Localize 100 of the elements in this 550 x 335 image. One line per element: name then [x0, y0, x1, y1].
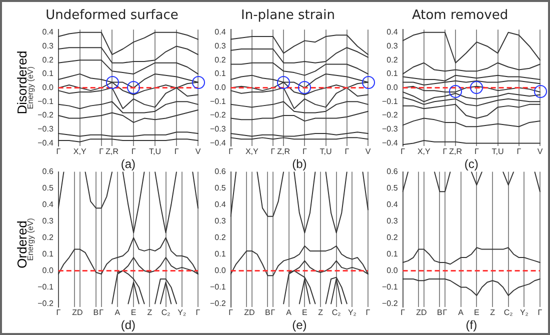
- y-tick-label: 0.6: [42, 167, 54, 176]
- y-tick-label: 0.6: [214, 167, 226, 176]
- x-axis-title: (c): [464, 157, 478, 172]
- x-axis-title: (f): [466, 318, 478, 332]
- y-tick-label: 0.0: [386, 83, 398, 92]
- x-tick-label: Γ: [270, 147, 276, 156]
- x-tick-label: X,Y: [245, 147, 260, 156]
- y-tick-label: 0.2: [214, 232, 226, 242]
- y-tick-label: 0.4: [386, 200, 398, 209]
- y-tick-label: −0.3: [210, 124, 226, 134]
- x-tick-label: Z: [490, 308, 496, 318]
- y-tick-label: 0.2: [386, 55, 398, 64]
- x-tick-label: C₂: [504, 308, 513, 318]
- x-tick-label: Γ: [228, 308, 234, 318]
- x-tick-label: A: [286, 308, 292, 318]
- y-tick-label: −0.1: [38, 96, 54, 106]
- x-tick-label: Z: [72, 308, 78, 318]
- x-tick-label: V: [365, 147, 372, 156]
- x-tick-label: B: [93, 308, 99, 318]
- x-tick-label: C₂: [161, 308, 170, 318]
- y-tick-label: 0.2: [386, 232, 398, 242]
- y-tick-label: −0.3: [38, 124, 54, 134]
- y-tick-label: −0.1: [210, 282, 226, 292]
- y-tick-label: 0.1: [214, 249, 226, 258]
- y-tick-label: −0.3: [382, 124, 398, 134]
- y-tick-label: −0.2: [382, 298, 398, 308]
- y-tick-label: 0.3: [42, 41, 54, 50]
- y-tick-label: −0.1: [382, 96, 398, 106]
- y-tick-label: −0.2: [210, 110, 226, 120]
- x-tick-label: E: [302, 308, 308, 318]
- x-tick-label: Γ: [174, 147, 180, 156]
- y-tick-label: −0.4: [38, 138, 54, 148]
- x-tick-label: Z: [318, 308, 324, 318]
- x-tick-label: T,U: [320, 147, 332, 156]
- x-tick-label: Γ: [99, 308, 104, 318]
- x-tick-label: Γ: [99, 147, 104, 156]
- x-tick-label: Γ: [56, 308, 62, 318]
- x-tick-label: Γ: [131, 147, 136, 156]
- x-axis-title: (a): [120, 157, 136, 172]
- x-axis-title: (e): [292, 318, 307, 332]
- chart-title: Atom removed: [412, 8, 508, 24]
- x-tick-label: C₂: [332, 308, 341, 318]
- y-tick-label: −0.1: [38, 282, 54, 292]
- x-tick-label: Z: [244, 308, 250, 318]
- x-tick-label: T,U: [492, 147, 504, 156]
- x-tick-label: Γ: [474, 147, 480, 156]
- y-tick-label: 0.3: [214, 41, 226, 50]
- x-tick-label: A: [114, 308, 121, 318]
- y-tick-label: 0.6: [386, 167, 398, 176]
- x-tick-label: Z,R: [106, 147, 119, 156]
- x-tick-label: Γ: [366, 308, 371, 318]
- y-tick-label: −0.2: [38, 110, 54, 120]
- x-tick-label: Γ: [56, 147, 62, 156]
- x-tick-label: Γ: [442, 308, 448, 318]
- y-axis-title: Energy (eV): [26, 218, 36, 261]
- y-tick-label: −0.2: [382, 110, 398, 120]
- x-tick-label: Y₂: [178, 308, 186, 318]
- y-tick-label: 0.1: [386, 249, 398, 258]
- x-tick-label: E: [474, 308, 480, 318]
- x-tick-label: Γ: [344, 147, 350, 156]
- chart-title: Undeformed surface: [46, 8, 178, 24]
- x-tick-label: Γ: [270, 308, 276, 318]
- y-tick-label: 0.1: [386, 69, 398, 78]
- y-tick-label: 0.3: [386, 41, 398, 50]
- x-tick-label: Z: [147, 308, 152, 318]
- y-tick-label: 0.1: [214, 69, 226, 78]
- y-tick-label: 0.0: [42, 266, 54, 275]
- x-tick-label: Y₂: [348, 308, 356, 318]
- x-tick-label: Γ: [228, 147, 234, 156]
- x-tick-label: D: [249, 308, 256, 318]
- y-axis-title: Energy (eV): [26, 66, 36, 110]
- y-tick-label: 0.2: [214, 55, 226, 64]
- y-tick-label: 0.0: [214, 83, 226, 92]
- y-tick-label: −0.2: [210, 298, 226, 308]
- y-tick-label: 0.4: [386, 28, 398, 37]
- y-tick-label: 0.0: [214, 266, 226, 275]
- y-tick-label: 0.1: [42, 249, 54, 258]
- x-tick-label: X,Y: [417, 147, 432, 156]
- y-tick-label: −0.4: [382, 138, 398, 148]
- x-tick-label: T,U: [149, 147, 162, 156]
- x-tick-label: Z,R: [449, 147, 462, 156]
- x-tick-label: Γ: [302, 147, 308, 156]
- y-tick-label: 0.2: [42, 55, 54, 64]
- y-tick-label: 0.0: [42, 83, 54, 92]
- x-tick-label: Γ: [400, 147, 406, 156]
- y-tick-label: −0.2: [38, 298, 54, 308]
- y-tick-label: 0.0: [386, 266, 398, 275]
- x-tick-label: Γ: [442, 147, 448, 156]
- x-axis-title: (b): [292, 157, 307, 172]
- y-tick-label: 0.4: [42, 200, 54, 209]
- x-tick-label: E: [130, 308, 136, 318]
- x-tick-label: V: [195, 147, 202, 156]
- chart-title: In-plane strain: [241, 8, 335, 24]
- y-tick-label: 0.5: [214, 183, 226, 192]
- y-tick-label: −0.1: [210, 96, 226, 106]
- x-tick-label: Γ: [196, 308, 201, 318]
- y-tick-label: 0.5: [386, 183, 398, 192]
- x-tick-label: V: [537, 147, 544, 156]
- x-axis-title: (d): [120, 318, 136, 332]
- x-tick-label: B: [437, 308, 442, 318]
